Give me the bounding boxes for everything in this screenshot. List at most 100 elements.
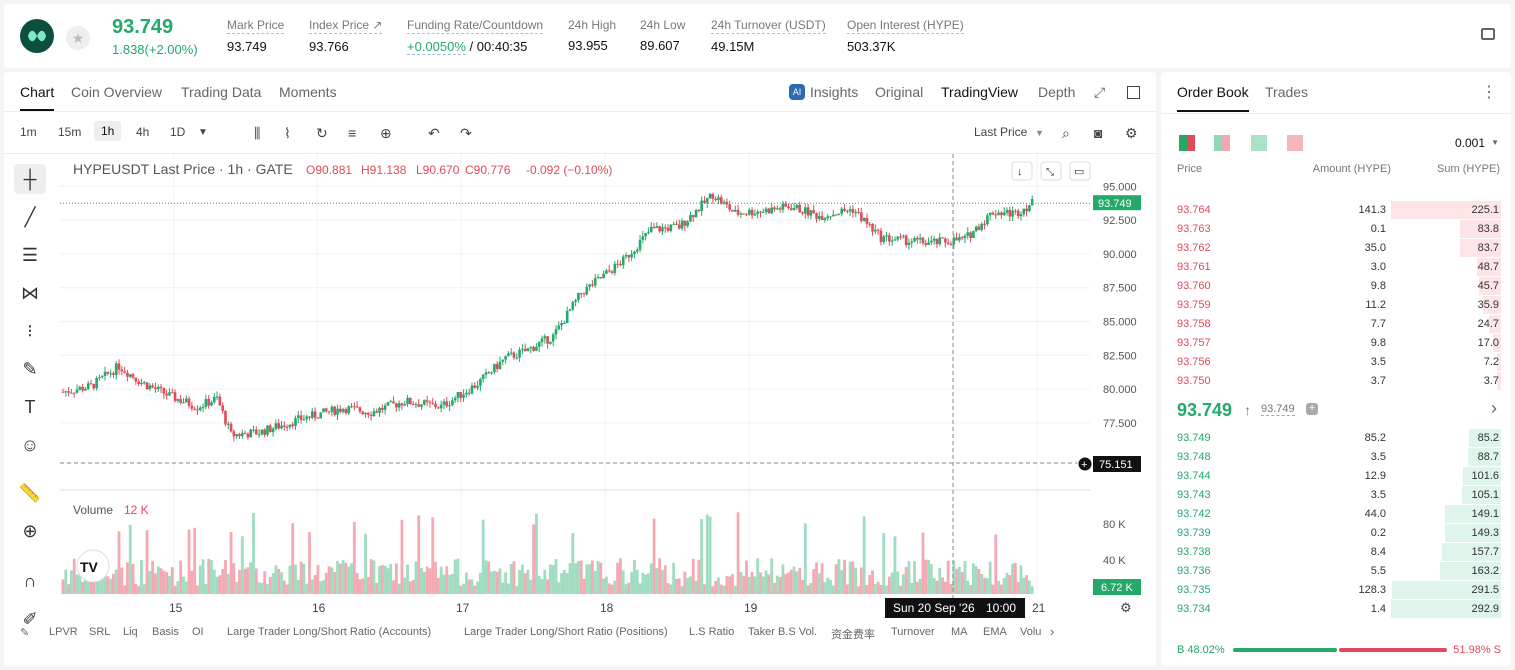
interval-1d[interactable]: 1D bbox=[170, 125, 186, 139]
add-indicator-icon[interactable]: ⊕ bbox=[380, 125, 392, 141]
ind-oi[interactable]: OI bbox=[192, 626, 204, 638]
volume-bar bbox=[851, 561, 855, 594]
ind-ls-positions[interactable]: Large Trader Long/Short Ratio (Positions… bbox=[464, 626, 668, 638]
interval-1h[interactable]: 1h bbox=[94, 121, 122, 141]
tab-chart[interactable]: Chart bbox=[20, 84, 55, 111]
book-icon[interactable] bbox=[1481, 28, 1495, 40]
settings-small-icon[interactable]: ⚙ bbox=[1120, 600, 1132, 615]
templates-icon[interactable]: ≡ bbox=[348, 125, 357, 141]
text-icon[interactable]: T bbox=[24, 396, 36, 417]
view-original[interactable]: Original bbox=[875, 84, 924, 100]
bid-row[interactable]: 93.735 128.3 291.5 bbox=[1161, 581, 1511, 600]
tab-trading-data[interactable]: Trading Data bbox=[181, 84, 262, 100]
pattern-icon[interactable]: ⋈ bbox=[21, 282, 39, 303]
ind-ema[interactable]: EMA bbox=[983, 626, 1007, 638]
edit-indicators-icon[interactable]: ✎ bbox=[20, 627, 30, 639]
ind-srl[interactable]: SRL bbox=[89, 626, 111, 638]
ruler-icon[interactable]: 📏 bbox=[18, 482, 42, 503]
maximize-button[interactable] bbox=[1069, 161, 1091, 181]
ind-lpvr[interactable]: LPVR bbox=[49, 626, 78, 638]
compare-icon[interactable]: ↻ bbox=[316, 125, 328, 141]
bid-row[interactable]: 93.738 8.4 157.7 bbox=[1161, 543, 1511, 562]
candle-body bbox=[92, 383, 96, 389]
bid-row[interactable]: 93.744 12.9 101.6 bbox=[1161, 467, 1511, 486]
ind-taker-vol[interactable]: Taker B.S Vol. bbox=[748, 626, 818, 638]
bid-row[interactable]: 93.742 44.0 149.1 bbox=[1161, 505, 1511, 524]
price-chart[interactable]: 95.000 92.500 90.000 87.500 85.000 82.500 80.0… bbox=[60, 154, 1150, 618]
crosshair-icon[interactable]: ┼ bbox=[14, 164, 46, 194]
tab-coin-overview[interactable]: Coin Overview bbox=[71, 84, 163, 100]
ask-row[interactable]: 93.760 9.8 45.7 bbox=[1161, 277, 1511, 296]
ind-ls-accounts[interactable]: Large Trader Long/Short Ratio (Accounts) bbox=[227, 626, 432, 638]
price-source-select[interactable]: Last Price bbox=[974, 125, 1028, 139]
view-insights[interactable]: Insights bbox=[810, 84, 859, 100]
ask-row[interactable]: 93.763 0.1 83.8 bbox=[1161, 220, 1511, 239]
ask-row[interactable]: 93.764 141.3 225.1 bbox=[1161, 201, 1511, 220]
ask-row[interactable]: 93.756 3.5 7.2 bbox=[1161, 353, 1511, 372]
chevron-right-icon[interactable]: › bbox=[1491, 398, 1497, 418]
volume-bar bbox=[952, 560, 956, 594]
bid-row[interactable]: 93.739 0.2 149.3 bbox=[1161, 524, 1511, 543]
chevron-down-icon[interactable]: ▼ bbox=[198, 127, 208, 138]
ind-turnover[interactable]: Turnover bbox=[891, 626, 935, 638]
ask-row[interactable]: 93.750 3.7 3.7 bbox=[1161, 372, 1511, 391]
search-icon[interactable]: ⌕ bbox=[1062, 125, 1070, 141]
redo-icon[interactable]: ↷ bbox=[460, 125, 472, 141]
volume-legend-value: 12 K bbox=[124, 503, 149, 517]
window-icon[interactable] bbox=[1127, 86, 1140, 99]
candle-body bbox=[633, 251, 636, 255]
gear-icon[interactable]: ⚙ bbox=[1125, 125, 1138, 141]
view-tradingview[interactable]: TradingView bbox=[941, 84, 1019, 100]
bid-row[interactable]: 93.748 3.5 88.7 bbox=[1161, 448, 1511, 467]
trendline-icon[interactable]: ╱ bbox=[24, 206, 36, 227]
ind-basis[interactable]: Basis bbox=[152, 626, 179, 638]
more-icon[interactable]: ⋮ bbox=[1481, 84, 1497, 101]
ind-ma[interactable]: MA bbox=[951, 626, 968, 638]
ask-row[interactable]: 93.757 9.8 17.0 bbox=[1161, 334, 1511, 353]
horizontal-lines-icon[interactable]: ☰ bbox=[21, 244, 39, 265]
ask-row[interactable]: 93.761 3.0 48.7 bbox=[1161, 258, 1511, 277]
ind-ls-ratio[interactable]: L.S Ratio bbox=[689, 626, 735, 638]
ind-funding[interactable]: 资金费率 bbox=[831, 629, 875, 641]
interval-1m[interactable]: 1m bbox=[20, 125, 37, 139]
bid-row[interactable]: 93.749 85.2 85.2 bbox=[1161, 429, 1511, 448]
view-bids-icon[interactable] bbox=[1251, 135, 1267, 151]
brush-icon[interactable]: ✎ bbox=[22, 358, 38, 379]
ask-row[interactable]: 93.762 35.0 83.7 bbox=[1161, 239, 1511, 258]
collapse-button[interactable] bbox=[1040, 161, 1062, 181]
view-mixed-icon[interactable] bbox=[1214, 135, 1230, 151]
zoom-in-icon[interactable]: ⊕ bbox=[22, 520, 38, 541]
ind-liq[interactable]: Liq bbox=[123, 626, 138, 638]
view-asks-icon[interactable] bbox=[1287, 135, 1303, 151]
view-depth[interactable]: Depth bbox=[1038, 84, 1076, 100]
bid-row[interactable]: 93.743 3.5 105.1 bbox=[1161, 486, 1511, 505]
tab-order-book[interactable]: Order Book bbox=[1177, 84, 1249, 100]
pencil-lock-icon[interactable]: ✐ bbox=[22, 608, 38, 629]
camera-icon[interactable]: ◙ bbox=[1094, 125, 1103, 141]
tab-trades[interactable]: Trades bbox=[1265, 84, 1309, 100]
view-both-icon[interactable] bbox=[1179, 135, 1195, 151]
stat-index-price[interactable]: Index Price ↗ 93.766 bbox=[309, 18, 383, 54]
interval-15m[interactable]: 15m bbox=[58, 125, 82, 139]
chevron-down-icon[interactable]: ▼ bbox=[1491, 138, 1499, 147]
undo-icon[interactable]: ↶ bbox=[428, 125, 440, 141]
bid-row[interactable]: 93.734 1.4 292.9 bbox=[1161, 600, 1511, 619]
expand-icon[interactable]: ⤢ bbox=[1094, 84, 1106, 100]
indicators-icon[interactable]: ⌇ bbox=[284, 125, 291, 141]
chevron-right-icon[interactable]: › bbox=[1050, 624, 1055, 639]
add-alert-icon[interactable] bbox=[1077, 456, 1093, 472]
tab-moments[interactable]: Moments bbox=[279, 84, 337, 100]
emoji-icon[interactable]: ☺ bbox=[20, 434, 40, 455]
ask-row[interactable]: 93.758 7.7 24.7 bbox=[1161, 315, 1511, 334]
bid-row[interactable]: 93.736 5.5 163.2 bbox=[1161, 562, 1511, 581]
candle-type-icon[interactable]: ⫼ bbox=[254, 125, 261, 141]
scroll-down-button[interactable] bbox=[1011, 161, 1033, 181]
favorite-star-icon[interactable]: ★ bbox=[66, 26, 90, 50]
ind-volume[interactable]: Volu bbox=[1020, 626, 1042, 638]
chevron-down-icon[interactable]: ▼ bbox=[1035, 128, 1044, 138]
ask-row[interactable]: 93.759 11.2 35.9 bbox=[1161, 296, 1511, 315]
interval-4h[interactable]: 4h bbox=[136, 125, 150, 139]
precision-select[interactable]: 0.001 bbox=[1454, 136, 1485, 150]
magnet-icon[interactable]: ∩ bbox=[23, 570, 37, 591]
fib-icon[interactable]: ⁝ bbox=[27, 320, 33, 341]
